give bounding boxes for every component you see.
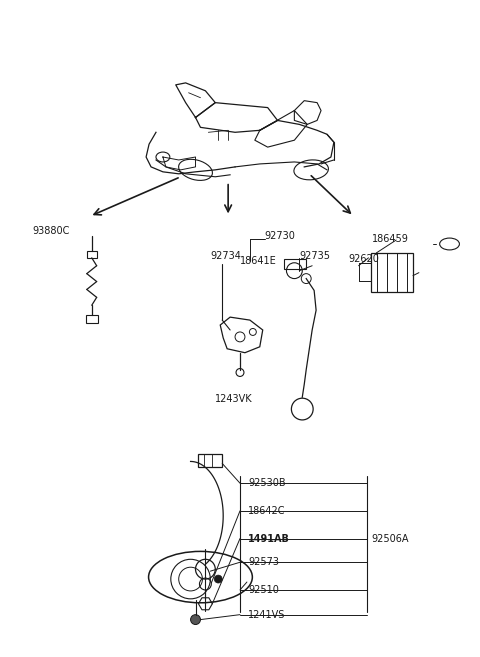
Text: 92506A: 92506A xyxy=(372,533,409,543)
Text: 18641E: 18641E xyxy=(240,256,277,266)
Text: 1491AB: 1491AB xyxy=(248,533,290,543)
Text: 1241VS: 1241VS xyxy=(248,610,285,620)
Text: 92735: 92735 xyxy=(300,251,330,261)
Text: 92510: 92510 xyxy=(248,585,279,595)
Text: 92620: 92620 xyxy=(349,254,380,264)
Text: 18642C: 18642C xyxy=(248,506,286,516)
Text: 93880C: 93880C xyxy=(33,226,70,237)
Text: 92573: 92573 xyxy=(248,557,279,568)
Circle shape xyxy=(214,575,222,583)
Text: 186459: 186459 xyxy=(372,234,408,244)
Text: 92734: 92734 xyxy=(210,251,241,261)
Text: 92530B: 92530B xyxy=(248,478,286,488)
Circle shape xyxy=(191,615,201,625)
Text: 1243VK: 1243VK xyxy=(216,394,253,404)
Text: 92730: 92730 xyxy=(264,231,296,241)
